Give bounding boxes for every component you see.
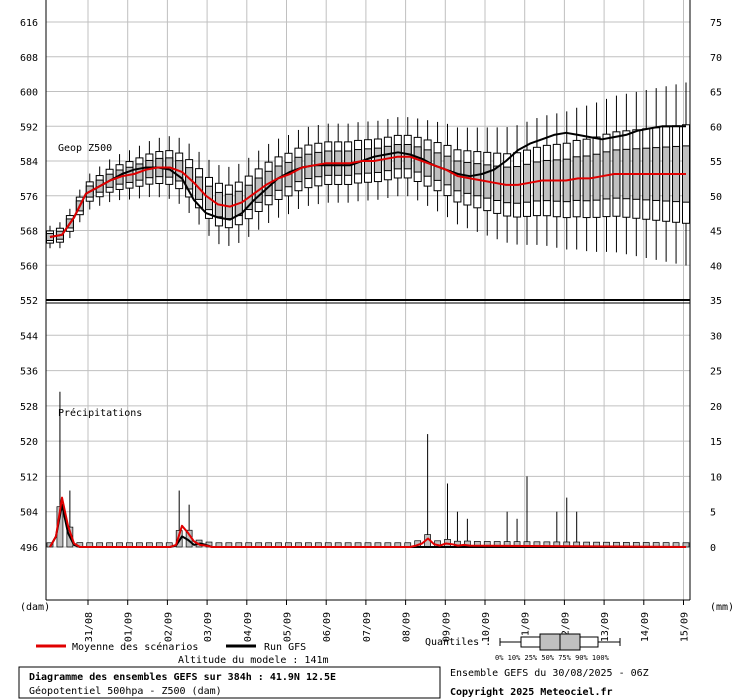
left-tick-label: 592: [20, 122, 38, 133]
x-tick-label: 04/09: [243, 612, 254, 642]
x-tick-label: 12/09: [560, 612, 571, 642]
left-tick-label: 504: [20, 508, 38, 519]
left-tick-label: 584: [20, 157, 38, 168]
left-tick-label: 576: [20, 192, 38, 203]
right-tick-label: 60: [710, 122, 722, 133]
copyright: Copyright 2025 Meteociel.fr: [450, 686, 613, 698]
right-tick-label: 20: [710, 402, 722, 413]
x-tick-label: 15/09: [680, 612, 691, 642]
x-tick-label: 03/09: [203, 612, 214, 642]
altitude-label: Altitude du modele : 141m: [178, 655, 329, 666]
right-tick-label: 70: [710, 53, 722, 64]
left-tick-label: 568: [20, 227, 38, 238]
left-tick-label: 496: [20, 543, 38, 554]
precip-gfs-run-line: [49, 503, 686, 548]
ensemble-mean-line: [49, 155, 686, 238]
right-tick-label: 15: [710, 437, 722, 448]
left-tick-label: 536: [20, 367, 38, 378]
left-tick-label: 512: [20, 472, 38, 483]
x-tick-label: 01/09: [124, 612, 135, 642]
legend: Moyenne des scénarios Run GFS Altitude d…: [36, 633, 621, 666]
quantiles-label: Quantiles :: [425, 637, 491, 648]
x-tick-label: 09/09: [441, 612, 452, 642]
x-tick-label: 10/09: [481, 612, 492, 642]
right-tick-label: 0: [710, 543, 716, 554]
right-tick-label: 50: [710, 192, 722, 203]
right-axis-unit: (mm): [710, 602, 734, 613]
footer-subtitle: Géopotentiel 500hpa - Z500 (dam): [29, 685, 222, 697]
precip-panel-label: Précipitations: [58, 407, 142, 419]
left-tick-label: 552: [20, 296, 38, 307]
left-tick-label: 528: [20, 402, 38, 413]
right-tick-label: 40: [710, 261, 722, 272]
right-tick-label: 25: [710, 367, 722, 378]
legend-gfs-label: Run GFS: [264, 642, 306, 653]
right-tick-label: 35: [710, 296, 722, 307]
box-plots: [46, 82, 690, 548]
right-tick-label: 65: [710, 88, 722, 99]
quantile-ticks: 0% 10% 25% 50% 75% 90% 100%: [495, 654, 610, 662]
right-tick-label: 10: [710, 472, 722, 483]
right-tick-label: 45: [710, 227, 722, 238]
x-tick-label: 31/08: [84, 612, 95, 642]
x-tick-label: 11/09: [521, 612, 532, 642]
right-tick-label: 30: [710, 331, 722, 342]
precip-mean-line: [49, 496, 687, 548]
series-lines: [49, 125, 687, 548]
footer-title: Diagramme des ensembles GEFS sur 384h : …: [29, 671, 336, 683]
right-tick-label: 55: [710, 157, 722, 168]
run-label: Ensemble GEFS du 30/08/2025 - 06Z: [450, 668, 649, 679]
x-tick-label: 13/09: [600, 612, 611, 642]
x-tick-label: 07/09: [362, 612, 373, 642]
x-tick-label: 08/09: [402, 612, 413, 642]
quantile-legend-icon: [499, 633, 621, 651]
legend-mean-label: Moyenne des scénarios: [72, 641, 198, 653]
left-tick-label: 608: [20, 53, 38, 64]
footer-box: [18, 666, 441, 699]
x-tick-label: 05/09: [283, 612, 294, 642]
left-tick-label: 560: [20, 261, 38, 272]
precip-box: [175, 530, 183, 548]
left-axis-unit: (dam): [20, 602, 50, 613]
left-tick-label: 616: [20, 18, 38, 29]
x-tick-label: 02/09: [163, 612, 174, 642]
left-tick-label: 600: [20, 88, 38, 99]
left-tick-label: 544: [20, 331, 38, 342]
right-tick-label: 5: [710, 508, 716, 519]
x-tick-label: 14/09: [640, 612, 651, 642]
left-tick-label: 520: [20, 437, 38, 448]
right-tick-label: 75: [710, 18, 722, 29]
z500-panel-label: Geop Z500: [58, 143, 112, 154]
x-tick-label: 06/09: [322, 612, 333, 642]
